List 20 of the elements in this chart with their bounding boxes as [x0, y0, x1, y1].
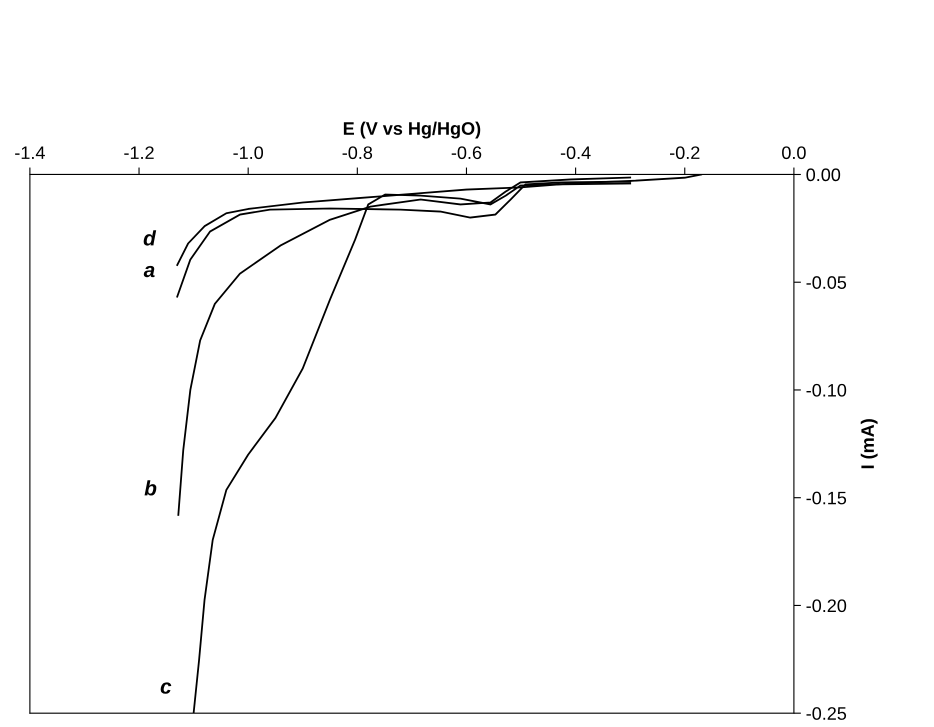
- x-tick-label: -1.0: [233, 146, 264, 160]
- y-tick-label: -0.25: [806, 707, 846, 720]
- y-tick-label: -0.15: [806, 492, 846, 504]
- series-label: b: [144, 480, 156, 496]
- x-axis-title: E (V vs Hg/HgO): [344, 122, 480, 139]
- y-tick-label: -0.20: [806, 599, 846, 612]
- y-tick-label: -0.10: [806, 384, 846, 397]
- x-tick-label: -0.8: [342, 146, 372, 160]
- series-label: d: [144, 230, 156, 246]
- y-tick-label: 0.00: [806, 168, 840, 182]
- x-tick-label: -1.2: [124, 146, 154, 159]
- series-label: c: [160, 682, 172, 694]
- x-tick-label: -1.4: [15, 146, 45, 159]
- x-tick-label: -0.6: [452, 146, 482, 160]
- series-label: a: [144, 266, 155, 278]
- y-tick-label: -0.05: [806, 276, 846, 289]
- x-tick-label: -0.2: [670, 146, 700, 160]
- y-axis-title: I (mA): [860, 419, 878, 468]
- x-tick-label: 0.0: [782, 146, 806, 160]
- x-tick-label: -0.4: [560, 146, 591, 160]
